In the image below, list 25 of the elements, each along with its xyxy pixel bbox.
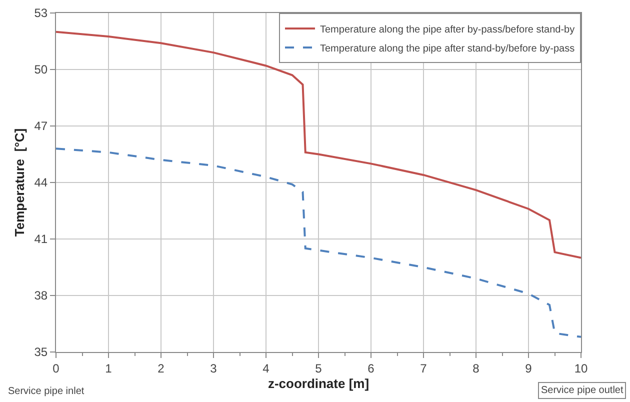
x-tick-label: 6 [368,361,375,376]
x-tick-label: 8 [472,361,480,376]
legend-label: Temperature along the pipe after by-pass/before stand-by [320,24,575,36]
y-tick-label: 38 [34,288,48,303]
x-tick-label: 3 [210,361,218,376]
y-tick-label: 53 [34,6,48,20]
y-tick-label: 41 [34,232,48,246]
x-tick-label: 9 [525,361,532,376]
y-tick-label: 47 [34,119,48,134]
x-tick-label: 1 [105,361,112,376]
x-tick-label: 5 [315,361,322,376]
x-tick-label: 7 [420,361,428,376]
y-tick-label: 44 [34,176,48,190]
line-series [56,148,581,338]
x-tick-label: 4 [262,361,270,376]
y-tick-label: 35 [34,345,48,360]
x-tick-label: 10 [574,361,588,376]
y-axis-title: Temperature [°C] [12,128,28,237]
text: Service pipe inlet [8,386,84,397]
x-tick-label: 0 [52,361,60,376]
text: Service pipe outlet [541,385,624,396]
x-tick-label: 2 [158,361,165,376]
y-tick-label: 50 [34,62,48,77]
x-axis-title: z-coordinate [m] [268,376,370,391]
legend-label: Temperature along the pipe after stand-by/before by-pass [320,43,575,54]
